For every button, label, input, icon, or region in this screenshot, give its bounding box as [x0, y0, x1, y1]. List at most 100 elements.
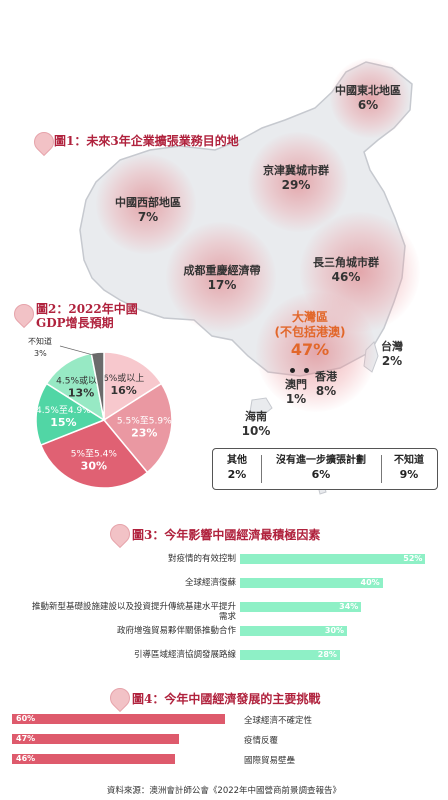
region-name: 京津冀城市群: [263, 164, 329, 177]
bar-value: 60%: [16, 714, 36, 723]
fig2-title: 圖2：2022年中國 GDP增長預期: [36, 302, 138, 330]
region-value: 47%: [290, 340, 330, 359]
bar-value: 46%: [16, 754, 36, 763]
bar: [12, 734, 179, 744]
region-yangtze: 長三角城市群 46%: [313, 256, 379, 284]
region-value: 2%: [381, 354, 403, 368]
bar: [240, 602, 362, 612]
region-name: 澳門: [285, 378, 307, 391]
hainan-island: [249, 397, 273, 417]
fig2-title-line1: 圖2：2022年中國: [36, 302, 138, 316]
region-name: 成都重慶經濟帶: [183, 264, 261, 277]
region-name: 長三角城市群: [313, 256, 379, 269]
others-label: 沒有進一步擴張計劃: [276, 455, 366, 466]
bar: [12, 714, 225, 724]
fig4-title: 圖4：今年中國經濟發展的主要挑戰: [132, 692, 321, 706]
pie-slice: [45, 352, 106, 422]
region-value: 7%: [137, 210, 159, 224]
pie-slice-value: 13%: [68, 386, 94, 399]
bar-value: 40%: [360, 578, 380, 587]
pie-leader-line: [59, 345, 99, 357]
bar: [240, 578, 383, 588]
pie-slice: [103, 351, 163, 422]
bar-category: 政府增強貿易夥伴關係推動合作: [116, 626, 236, 636]
region-jingjinji: 京津冀城市群 29%: [263, 164, 329, 192]
pie-slice-value: 15%: [50, 416, 76, 429]
glow-west: [96, 154, 196, 254]
bar-category: 全球經濟不確定性: [244, 716, 313, 726]
bar-category: 推動新型基礎設施建設以及投資提升傳統基建水平提升需求: [31, 602, 236, 622]
region-name: 台灣: [381, 340, 403, 353]
bar: [240, 626, 347, 636]
pie-slice: [102, 382, 173, 474]
others-item: 沒有進一步擴張計劃 6%: [265, 454, 377, 482]
others-value: 2%: [227, 468, 247, 481]
region-name: 香港: [315, 370, 337, 383]
pie-slice-label: 6%或以上: [103, 372, 144, 384]
pie-slice-label: 4.5%至4.9%: [36, 405, 91, 416]
pie-slice-value: 16%: [110, 384, 136, 397]
pin-icon-fig3: [105, 519, 135, 549]
bar-category: 引導區域經濟協調發展路線: [133, 650, 236, 660]
region-sub: (不包括港澳): [274, 325, 346, 339]
region-hongkong: 香港 8%: [315, 370, 337, 398]
region-name: 中國東北地區: [335, 84, 401, 97]
region-taiwan: 台灣 2%: [381, 340, 403, 368]
bar-value: 47%: [16, 734, 36, 743]
region-name: 海南: [244, 410, 267, 423]
macau-dot: [290, 368, 295, 373]
region-value: 1%: [285, 392, 307, 406]
fig3-title: 圖3：今年影響中國經濟最積極因素: [132, 528, 321, 542]
bar-value: 28%: [317, 650, 337, 659]
pie-slice-label: 5.5%至5.9%: [117, 415, 172, 426]
pie-slice-value: 3%: [34, 349, 47, 358]
fig4-bar-chart: 60% 全球經濟不確定性 47% 疫情反覆 46% 國際貿易壁壘: [0, 712, 448, 776]
others-box: 其他 2% 沒有進一步擴張計劃 6% 不知道 9%: [212, 448, 438, 490]
others-label: 其他: [227, 455, 247, 466]
others-item: 其他 2%: [217, 454, 257, 482]
others-label: 不知道: [394, 455, 424, 466]
bar-category: 疫情反覆: [244, 736, 279, 746]
pie-slice: [35, 382, 106, 447]
region-chengyu: 成都重慶經濟帶 17%: [184, 264, 261, 292]
pin-icon-fig4: [105, 683, 135, 713]
bar: [240, 650, 340, 660]
bar-value: 30%: [324, 626, 345, 635]
pie-slice-value: 23%: [131, 426, 157, 439]
fig2-title-line2: GDP增長預期: [36, 316, 114, 330]
bar: [12, 754, 176, 764]
pie-slice: [90, 351, 105, 421]
others-divider: [261, 455, 262, 483]
others-value: 9%: [399, 468, 419, 481]
region-gba: 大灣區 (不包括港澳) 47%: [275, 310, 346, 359]
fig3-bar-chart: 52% 對疫情的有效控制 40% 全球經濟復蘇 34% 推動新型基礎設施建設以及投資提升傳…: [0, 548, 448, 678]
bar-category: 全球經濟復蘇: [184, 578, 236, 588]
fig1-title: 圖1：未來3年企業擴張業務目的地: [54, 134, 239, 148]
region-northeast: 中國東北地區 6%: [335, 84, 401, 112]
region-hainan: 海南 10%: [242, 410, 271, 438]
glow-jingjinji: [248, 132, 348, 232]
pie-slice-label: 4.5%或以下: [56, 374, 106, 386]
bar-category: 國際貿易壁壘: [244, 756, 296, 766]
region-value: 17%: [207, 278, 237, 292]
pie-slice-value: 30%: [81, 460, 107, 473]
others-divider: [381, 455, 382, 483]
region-value: 8%: [315, 384, 337, 398]
glow-northeast: [330, 58, 410, 138]
region-macau: 澳門 1%: [285, 378, 307, 406]
hongkong-dot: [304, 368, 309, 373]
region-value: 10%: [241, 424, 271, 438]
pie-slice-label: 5%至5.4%: [71, 449, 118, 460]
region-value: 46%: [331, 270, 361, 284]
region-value: 29%: [281, 178, 311, 192]
others-item: 不知道 9%: [385, 454, 433, 482]
pie-slice-label: 不知道: [28, 336, 52, 346]
region-name: 中國西部地區: [115, 196, 181, 209]
region-value: 6%: [357, 98, 379, 112]
region-name: 大灣區: [291, 310, 329, 324]
bar-category: 對疫情的有效控制: [167, 554, 236, 564]
others-value: 6%: [311, 468, 331, 481]
gdp-pie-chart: 6%或以上16%5.5%至5.9%23%5%至5.4%30%4.5%至4.9%1…: [28, 336, 173, 489]
region-west: 中國西部地區 7%: [115, 196, 181, 224]
